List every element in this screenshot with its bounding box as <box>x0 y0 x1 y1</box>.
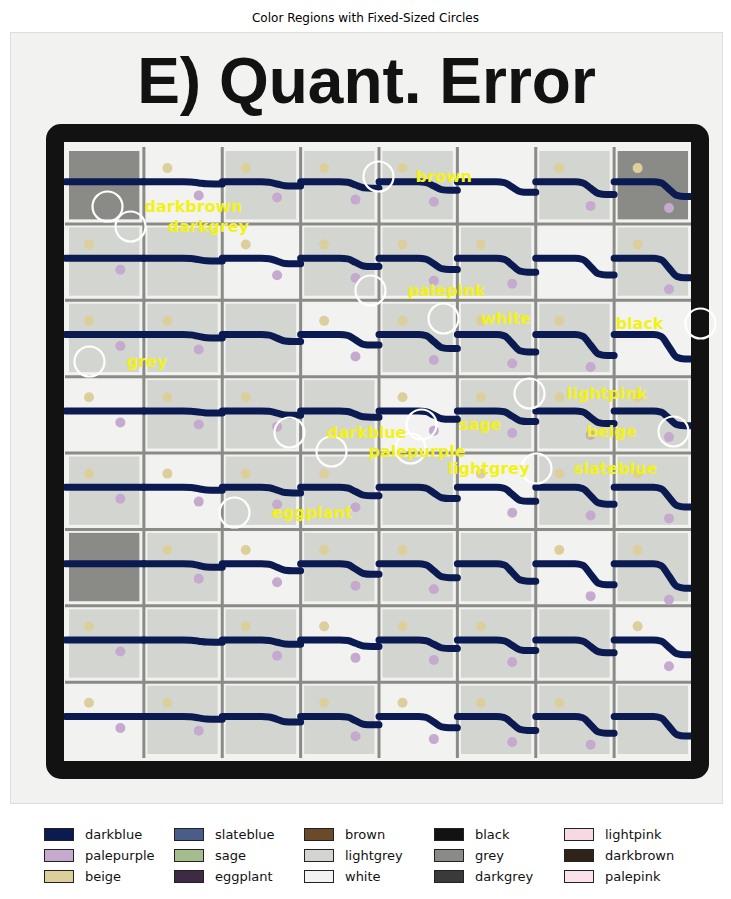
svg-text:E) Quant. Error: E) Quant. Error <box>137 45 596 117</box>
html-text:brown: brown <box>345 826 386 842</box>
svg-text:lightpink: lightpink <box>567 384 648 403</box>
html-text:darkblue: darkblue <box>85 826 143 842</box>
html-text:lightpink: lightpink <box>605 826 662 842</box>
svg-text:darkgrey: darkgrey <box>168 217 250 236</box>
svg-text:palepink: palepink <box>408 281 486 300</box>
svg-text:grey: grey <box>127 352 168 371</box>
svg-text:slateblue: slateblue <box>574 459 658 478</box>
svg-text:palepurple: palepurple <box>368 441 466 461</box>
html-text:eggplant: eggplant <box>215 868 273 884</box>
html-text:slateblue: slateblue <box>215 826 275 842</box>
html-text:sage: sage <box>215 847 246 863</box>
svg-text:lightgrey: lightgrey <box>448 459 531 478</box>
svg-text:black: black <box>616 314 664 333</box>
html-text:darkbrown: darkbrown <box>605 847 675 863</box>
html-text:Color Regions with Fixed-Sized: Color Regions with Fixed-Sized Circles <box>252 11 479 25</box>
svg-text:eggplant: eggplant <box>272 503 353 522</box>
svg-text:sage: sage <box>459 415 502 434</box>
html-text:beige: beige <box>85 868 122 884</box>
html-text:lightgrey: lightgrey <box>345 847 403 863</box>
html-text:palepink: palepink <box>605 868 661 884</box>
html-text:black: black <box>475 826 510 842</box>
svg-text:white: white <box>481 309 531 328</box>
html-text:white: white <box>345 868 381 884</box>
svg-text:darkbrown: darkbrown <box>145 197 242 216</box>
svg-text:darkblue: darkblue <box>327 423 407 442</box>
svg-text:brown: brown <box>416 167 473 186</box>
html-text:grey: grey <box>475 847 504 863</box>
svg-text:beige: beige <box>586 422 636 441</box>
html-text:palepurple: palepurple <box>85 847 155 863</box>
html-text:darkgrey: darkgrey <box>475 868 534 884</box>
